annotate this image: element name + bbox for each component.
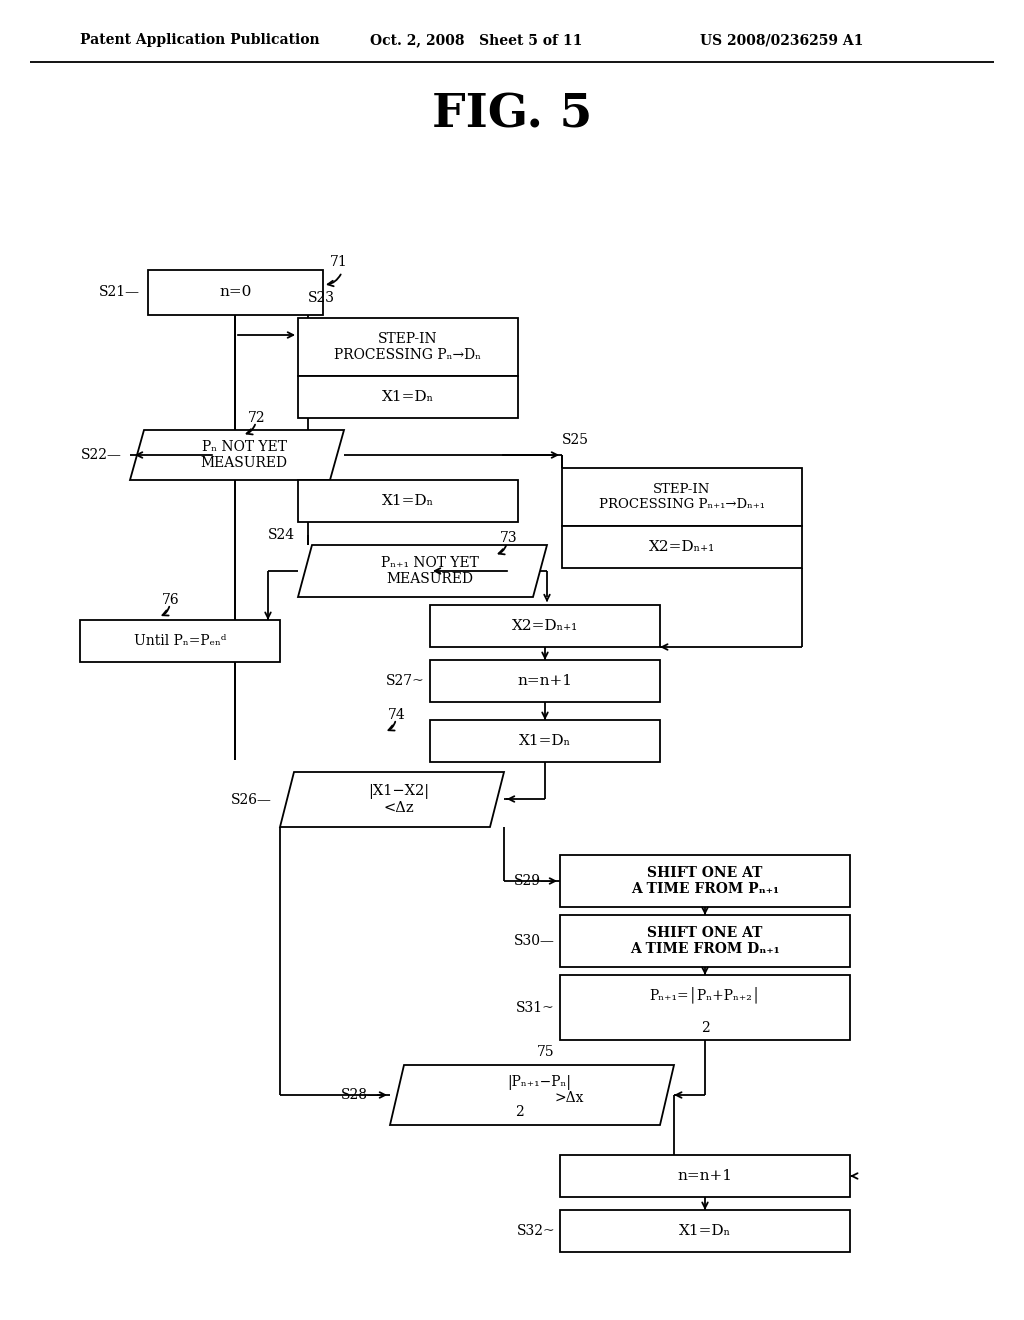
Text: SHIFT ONE AT
A TIME FROM Dₙ₊₁: SHIFT ONE AT A TIME FROM Dₙ₊₁ <box>630 925 780 956</box>
Text: S30—: S30— <box>514 935 555 948</box>
Text: Patent Application Publication: Patent Application Publication <box>80 33 319 48</box>
Bar <box>560 1210 850 1251</box>
Text: S26—: S26— <box>231 792 272 807</box>
Text: S24: S24 <box>268 528 295 543</box>
Bar <box>298 376 518 418</box>
Text: S23: S23 <box>308 290 335 305</box>
Bar <box>560 975 850 1040</box>
Polygon shape <box>298 545 547 597</box>
Bar <box>298 318 518 376</box>
Bar <box>560 855 850 907</box>
Text: X1=Dₙ: X1=Dₙ <box>382 389 434 404</box>
Text: S22—: S22— <box>81 447 122 462</box>
Text: Pₙ₊₁=│Pₙ+Pₙ₊₂│: Pₙ₊₁=│Pₙ+Pₙ₊₂│ <box>649 986 761 1003</box>
Bar <box>430 605 660 647</box>
Text: X1=Dₙ: X1=Dₙ <box>382 494 434 508</box>
Text: 73: 73 <box>500 531 517 545</box>
Text: n=n+1: n=n+1 <box>678 1170 732 1183</box>
Text: 2: 2 <box>515 1105 523 1119</box>
Text: US 2008/0236259 A1: US 2008/0236259 A1 <box>700 33 863 48</box>
Bar <box>430 660 660 702</box>
Text: STEP-IN
PROCESSING Pₙ₊₁→Dₙ₊₁: STEP-IN PROCESSING Pₙ₊₁→Dₙ₊₁ <box>599 483 765 511</box>
Bar <box>430 719 660 762</box>
Text: S31~: S31~ <box>516 1001 555 1015</box>
Text: n=0: n=0 <box>219 285 252 300</box>
Text: 2: 2 <box>700 1020 710 1035</box>
Text: Until Pₙ=Pₑₙᵈ: Until Pₙ=Pₑₙᵈ <box>134 634 226 648</box>
Text: 75: 75 <box>538 1045 555 1059</box>
Text: |X1−X2|
<Δz: |X1−X2| <Δz <box>369 784 429 814</box>
Text: X1=Dₙ: X1=Dₙ <box>519 734 571 748</box>
Polygon shape <box>130 430 344 480</box>
Bar <box>80 620 280 663</box>
Text: S28—: S28— <box>341 1088 382 1102</box>
Text: 74: 74 <box>388 708 406 722</box>
Text: 71: 71 <box>330 255 348 269</box>
Text: Oct. 2, 2008   Sheet 5 of 11: Oct. 2, 2008 Sheet 5 of 11 <box>370 33 583 48</box>
Text: X2=Dₙ₊₁: X2=Dₙ₊₁ <box>512 619 579 634</box>
Text: S27~: S27~ <box>386 675 425 688</box>
Text: n=n+1: n=n+1 <box>517 675 572 688</box>
Bar <box>560 1155 850 1197</box>
Polygon shape <box>390 1065 674 1125</box>
Text: S25: S25 <box>562 433 589 447</box>
Polygon shape <box>280 772 504 828</box>
Bar <box>562 469 802 525</box>
Text: S32~: S32~ <box>516 1224 555 1238</box>
Bar <box>560 915 850 968</box>
Text: STEP-IN
PROCESSING Pₙ→Dₙ: STEP-IN PROCESSING Pₙ→Dₙ <box>335 331 481 362</box>
Text: X1=Dₙ: X1=Dₙ <box>679 1224 731 1238</box>
Text: S29—: S29— <box>514 874 555 888</box>
Text: |Pₙ₊₁−Pₙ|: |Pₙ₊₁−Pₙ| <box>507 1076 571 1090</box>
Bar <box>562 525 802 568</box>
Text: 72: 72 <box>248 411 265 425</box>
Text: Pₙ NOT YET
MEASURED: Pₙ NOT YET MEASURED <box>201 440 288 470</box>
Text: 76: 76 <box>162 593 179 607</box>
Text: SHIFT ONE AT
A TIME FROM Pₙ₊₁: SHIFT ONE AT A TIME FROM Pₙ₊₁ <box>631 866 779 896</box>
Bar <box>148 271 323 315</box>
Text: X2=Dₙ₊₁: X2=Dₙ₊₁ <box>649 540 715 554</box>
Text: >Δx: >Δx <box>554 1092 584 1105</box>
Bar <box>298 480 518 521</box>
Text: Pₙ₊₁ NOT YET
MEASURED: Pₙ₊₁ NOT YET MEASURED <box>381 556 478 586</box>
Text: S21—: S21— <box>99 285 140 300</box>
Text: FIG. 5: FIG. 5 <box>432 92 592 139</box>
